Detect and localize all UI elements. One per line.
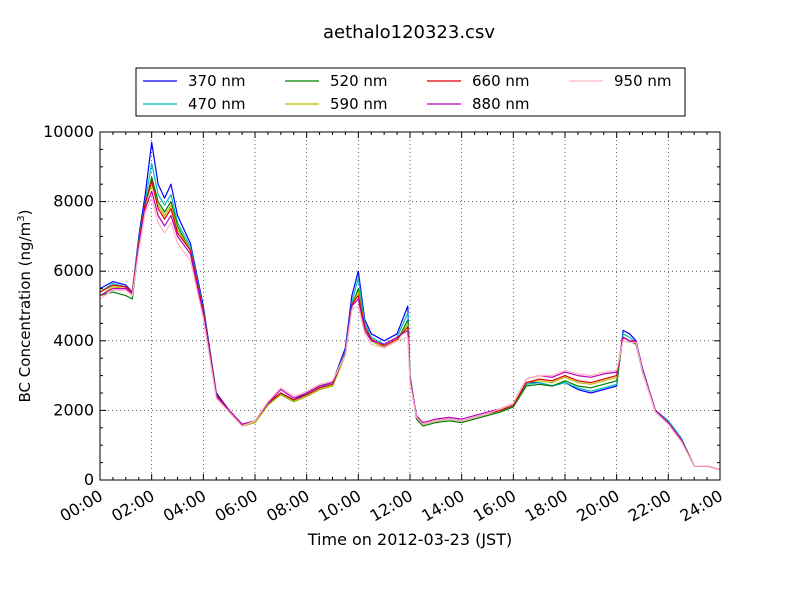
legend-label: 370 nm xyxy=(188,72,246,90)
chart-title: aethalo120323.csv xyxy=(323,22,495,43)
series-lines xyxy=(99,141,721,471)
y-axis-label-main: BC Concentration (ng/m xyxy=(16,222,34,403)
legend-box xyxy=(135,67,686,117)
legend-label: 880 nm xyxy=(472,95,530,113)
x-tick-label: 04:00 xyxy=(160,486,209,526)
x-tick-label: 20:00 xyxy=(573,486,622,526)
axis-ticks xyxy=(99,131,721,481)
x-tick-label: 02:00 xyxy=(108,486,157,526)
legend-label: 470 nm xyxy=(188,95,246,113)
y-tick-label: 0 xyxy=(84,470,94,489)
legend-label: 520 nm xyxy=(330,72,388,90)
y-tick-labels: 0 2000 4000 6000 8000 10000 xyxy=(43,122,94,489)
y-tick-label: 10000 xyxy=(43,122,94,141)
x-tick-label: 24:00 xyxy=(677,486,726,526)
x-tick-label: 16:00 xyxy=(470,486,519,526)
x-axis-label: Time on 2012-03-23 (JST) xyxy=(307,530,512,549)
legend-label: 590 nm xyxy=(330,95,388,113)
x-tick-label: 18:00 xyxy=(522,486,571,526)
x-tick-label: 22:00 xyxy=(625,486,674,526)
x-tick-label: 12:00 xyxy=(367,486,416,526)
series-line xyxy=(99,176,721,471)
y-axis-label-superscript: 3 xyxy=(16,215,27,221)
legend-label: 950 nm xyxy=(614,72,672,90)
legend: 370 nm 470 nm 520 nm 590 nm 660 nm 880 nm 950 … xyxy=(135,67,686,117)
y-axis-label-close: ) xyxy=(16,210,34,216)
legend-label: 660 nm xyxy=(472,72,530,90)
y-tick-label: 8000 xyxy=(53,192,94,211)
y-tick-label: 6000 xyxy=(53,261,94,280)
x-tick-label: 06:00 xyxy=(212,486,261,526)
y-axis-label: BC Concentration (ng/m3) xyxy=(16,210,34,403)
series-line xyxy=(99,183,721,471)
x-tick-labels: 00:00 02:00 04:00 06:00 08:00 10:00 12:00 14:00… xyxy=(57,486,726,526)
x-tick-label: 10:00 xyxy=(315,486,364,526)
x-tick-label: 00:00 xyxy=(57,486,106,526)
x-tick-label: 08:00 xyxy=(263,486,312,526)
x-tick-label: 14:00 xyxy=(418,486,467,526)
y-tick-label: 2000 xyxy=(53,400,94,419)
series-line xyxy=(99,197,721,471)
grid-lines xyxy=(100,132,720,480)
y-tick-label: 4000 xyxy=(53,331,94,350)
